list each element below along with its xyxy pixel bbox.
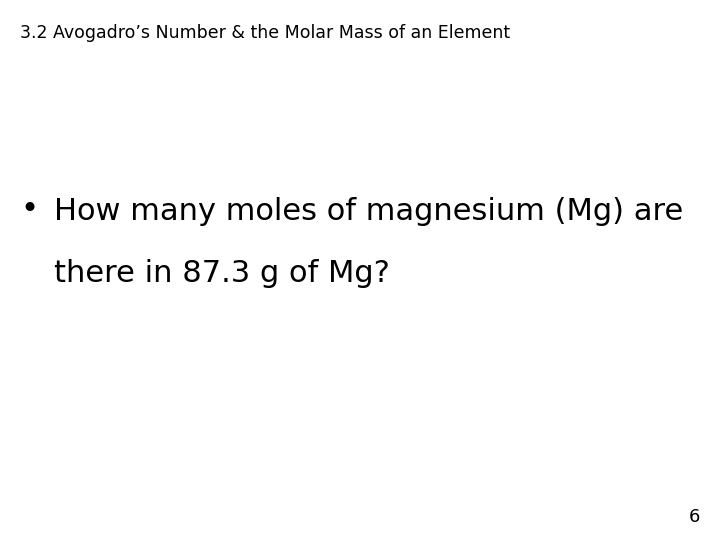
Text: 6: 6 <box>688 509 700 526</box>
Text: •: • <box>20 195 38 225</box>
Text: 3.2 Avogadro’s Number & the Molar Mass of an Element: 3.2 Avogadro’s Number & the Molar Mass o… <box>20 24 510 42</box>
Text: How many moles of magnesium (Mg) are: How many moles of magnesium (Mg) are <box>54 197 683 226</box>
Text: there in 87.3 g of Mg?: there in 87.3 g of Mg? <box>54 259 390 288</box>
